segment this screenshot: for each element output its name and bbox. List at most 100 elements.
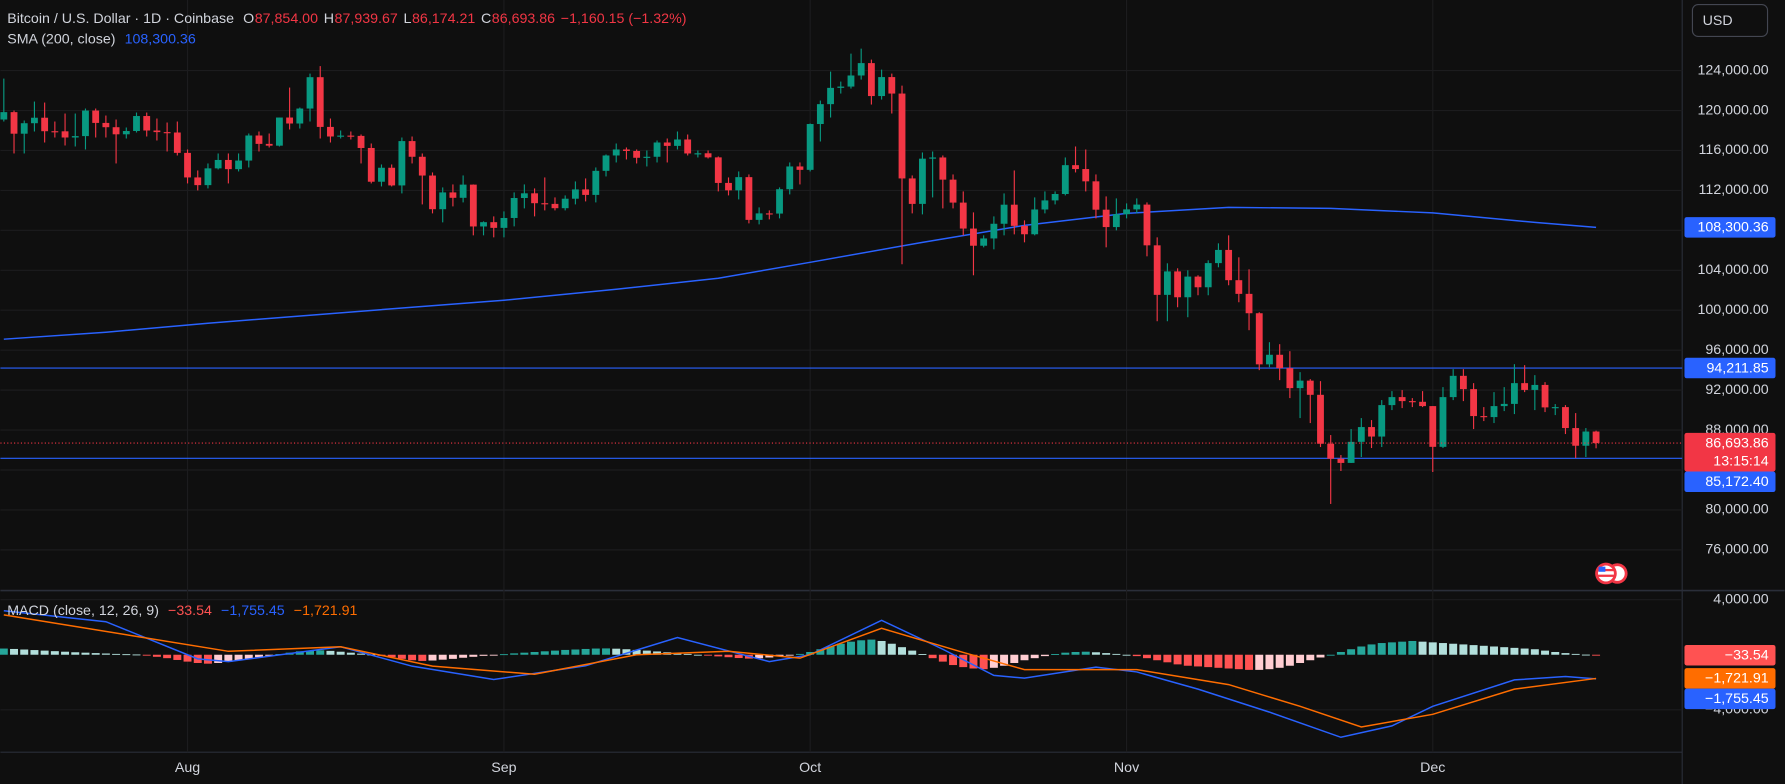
candle-body [1245, 293, 1253, 314]
candle-body [1378, 405, 1386, 437]
y-tick-label: 96,000.00 [1705, 342, 1768, 358]
candle-body [153, 130, 161, 133]
currency-label[interactable]: USD [1703, 13, 1733, 29]
legend-text: −1,721.91 [294, 603, 358, 619]
candle-body [31, 117, 38, 124]
histogram-bar [1418, 641, 1427, 655]
histogram-bar [1112, 653, 1121, 655]
histogram-bar [101, 653, 110, 655]
axis-value-box [1684, 644, 1776, 666]
candle-body [1449, 375, 1457, 398]
histogram-bar [1040, 654, 1049, 657]
currency-button[interactable] [1691, 3, 1769, 37]
histogram-bar [397, 654, 406, 659]
candle-body [1031, 209, 1039, 235]
histogram-bar [898, 647, 906, 655]
candle-body [41, 117, 49, 132]
candle-body [245, 135, 253, 161]
candle-body [867, 63, 875, 97]
candle-body [908, 178, 916, 204]
histogram-bar [479, 654, 488, 656]
axis-value-label: −1,755.45 [1705, 691, 1769, 707]
y-tick-label: 100,000.00 [1697, 302, 1768, 318]
candle-body [439, 192, 447, 210]
candle-body [1174, 271, 1182, 298]
histogram-bar [1347, 649, 1356, 655]
histogram-bar [1000, 654, 1009, 666]
candle-body [674, 139, 681, 146]
histogram-bar [10, 648, 19, 655]
candle-body [531, 193, 538, 204]
axis-value-label: 94,211.85 [1706, 360, 1768, 376]
histogram-bar [326, 650, 335, 655]
legend-text: Bitcoin / U.S. Dollar · 1D · Coinbase [7, 11, 234, 27]
candle-body [949, 179, 957, 203]
histogram-bar [1163, 654, 1172, 663]
candle-body [1419, 401, 1426, 407]
candle-body [806, 124, 814, 170]
histogram-bar [132, 654, 141, 656]
candle-body [459, 184, 467, 198]
histogram-bar [653, 651, 662, 655]
x-tick-label: Sep [491, 760, 516, 776]
candle-body [112, 127, 120, 135]
candle-body [704, 153, 712, 158]
candle-body [1235, 280, 1243, 294]
candle-body [306, 77, 314, 109]
histogram-bar [387, 654, 396, 658]
histogram-bar [540, 651, 549, 655]
candle-body [878, 77, 886, 97]
histogram-bar [357, 653, 366, 655]
histogram-bar [520, 652, 529, 655]
candle-body [327, 126, 334, 137]
histogram-bar [867, 639, 876, 655]
candle-body [1021, 225, 1028, 235]
candle-body [1143, 204, 1151, 246]
axis-value-label: 108,300.36 [1697, 220, 1768, 236]
candle-body [1439, 397, 1447, 447]
candle-body [133, 116, 140, 132]
histogram-bar [1183, 654, 1192, 666]
x-tick-label: Aug [175, 760, 200, 776]
legend-text: L [404, 11, 412, 27]
histogram-bar [1306, 654, 1315, 661]
y-tick-label: 76,000.00 [1705, 542, 1768, 558]
candle-body [1337, 458, 1345, 463]
histogram-bar [1500, 647, 1509, 655]
candle-body [1408, 401, 1416, 403]
histogram-bar [1469, 645, 1478, 655]
candle-body [1092, 181, 1100, 210]
candle-body [990, 223, 998, 239]
candle-body [1572, 428, 1580, 446]
candle-body [1562, 407, 1569, 429]
candle-body [1317, 394, 1324, 444]
histogram-bar [969, 654, 978, 669]
histogram-bar [40, 650, 49, 655]
candle-body [449, 192, 457, 198]
candle-body [837, 86, 845, 88]
axis-value-box [1684, 668, 1776, 689]
histogram-bar [846, 641, 855, 655]
candle-body [1225, 249, 1233, 281]
candle-body [1163, 271, 1171, 295]
histogram-bar [408, 654, 417, 661]
histogram-bar [1071, 651, 1080, 655]
histogram-bar [61, 651, 70, 655]
histogram-bar [1194, 654, 1202, 667]
candle-body [490, 222, 498, 228]
histogram-bar [50, 651, 59, 655]
candle-body [418, 156, 426, 176]
legend-text: 86,693.86 [492, 11, 555, 27]
histogram-bar [30, 650, 39, 655]
histogram-bar [755, 654, 764, 659]
histogram-bar [836, 643, 845, 655]
histogram-bar [1051, 654, 1060, 655]
candle-body [1133, 204, 1141, 210]
histogram-bar [724, 654, 733, 658]
candle-body [1215, 249, 1222, 264]
histogram-bar [612, 648, 621, 655]
histogram-bar [591, 648, 600, 655]
histogram-bar [734, 654, 743, 659]
candle-body [1123, 209, 1130, 215]
histogram-bar [1510, 647, 1519, 655]
